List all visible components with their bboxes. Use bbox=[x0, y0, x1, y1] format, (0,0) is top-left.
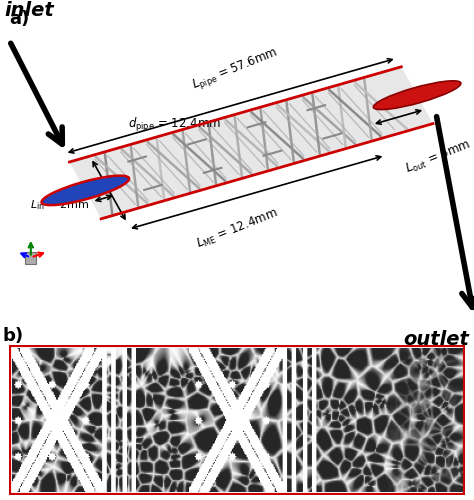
Ellipse shape bbox=[374, 81, 461, 110]
Text: b): b) bbox=[3, 327, 24, 345]
Text: $L_\mathrm{out}$ = 6mm: $L_\mathrm{out}$ = 6mm bbox=[403, 138, 473, 177]
Polygon shape bbox=[70, 67, 433, 219]
Text: $d_\mathrm{pipe}$ = 12.4mm: $d_\mathrm{pipe}$ = 12.4mm bbox=[128, 116, 221, 134]
Text: outlet: outlet bbox=[403, 330, 469, 349]
Ellipse shape bbox=[42, 176, 129, 205]
Polygon shape bbox=[25, 252, 36, 264]
Text: inlet: inlet bbox=[5, 2, 55, 20]
Text: $L_\mathrm{pipe}$ = 57.6mm: $L_\mathrm{pipe}$ = 57.6mm bbox=[190, 44, 281, 94]
Text: $L_\mathrm{ME}$ = 12.4mm: $L_\mathrm{ME}$ = 12.4mm bbox=[195, 206, 281, 252]
Text: $L_\mathrm{in}$ = 2mm: $L_\mathrm{in}$ = 2mm bbox=[30, 198, 90, 212]
Text: a): a) bbox=[9, 10, 30, 28]
